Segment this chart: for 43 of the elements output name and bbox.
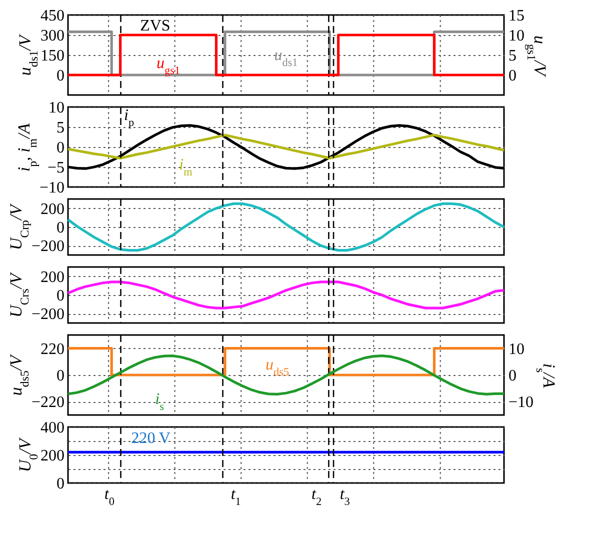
y2-tick-label: 10 xyxy=(508,340,524,358)
y-tick-label: 200 xyxy=(40,200,64,218)
y2-tick-label: 15 xyxy=(508,8,524,24)
line-series xyxy=(66,280,506,310)
y-tick-label: 10 xyxy=(48,100,64,116)
y-tick-label: 0 xyxy=(56,140,64,156)
annotation: 220 V xyxy=(131,430,171,448)
y2-tick-label: 0 xyxy=(508,68,516,84)
text: t$_{0}$ xyxy=(104,486,115,508)
y2-tick-label: −10 xyxy=(508,394,534,412)
text: t$_{3}$ xyxy=(340,486,350,508)
y-tick-label: −200 xyxy=(31,238,64,256)
y-tick-label: 200 xyxy=(40,448,64,464)
annotation: ZVS xyxy=(140,17,170,34)
y-tick-label: 0 xyxy=(56,368,64,384)
series-label: u$_{gs1}$ xyxy=(156,55,180,77)
series-label: u$_{ds5}$ xyxy=(266,356,290,379)
y-tick-label: 0 xyxy=(56,476,64,492)
text: i$_{s}$ xyxy=(155,391,164,413)
y-tick-label: −10 xyxy=(39,180,64,196)
y-tick-label: −200 xyxy=(31,306,64,324)
y-tick-label: 400 xyxy=(40,420,64,436)
y-tick-label: 0 xyxy=(56,220,64,236)
y-tick-label: 0 xyxy=(56,68,64,84)
y-tick-label: 450 xyxy=(40,8,64,24)
y-tick-label: 150 xyxy=(40,48,64,64)
line-series xyxy=(66,134,506,160)
y-tick-label: 200 xyxy=(40,268,64,286)
y-tick-label: −220 xyxy=(31,394,64,412)
text: t$_{1}$ xyxy=(230,486,241,508)
y-tick-label: 300 xyxy=(40,28,64,44)
text: t$_{2}$ xyxy=(311,486,322,508)
y2-tick-label: 10 xyxy=(508,28,524,44)
y2-tick-label: 5 xyxy=(508,48,516,64)
series-label: i$_{m}$ xyxy=(179,156,193,179)
line-series xyxy=(66,202,506,252)
y-tick-label: −5 xyxy=(47,160,64,176)
y2-tick-label: 0 xyxy=(508,368,516,384)
y-tick-label: 220 xyxy=(40,340,64,358)
y-tick-label: 5 xyxy=(56,120,64,136)
series-label: i$_{p}$ xyxy=(124,107,134,129)
y-tick-label: 0 xyxy=(56,288,64,304)
series-label: u$_{ds1}$ xyxy=(274,47,298,69)
